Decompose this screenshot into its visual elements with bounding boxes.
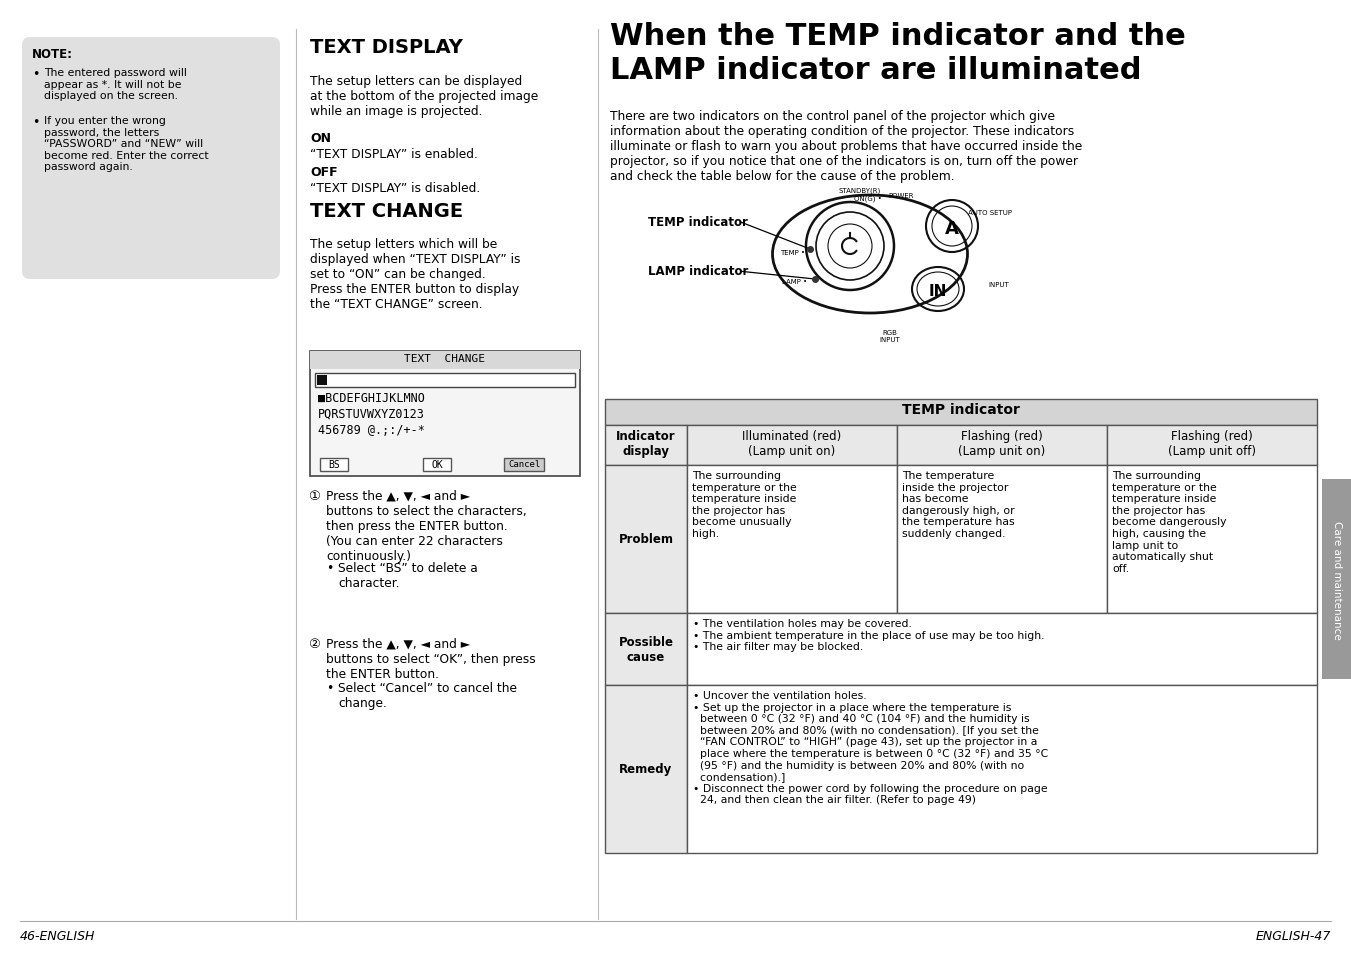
Text: Indicator
display: Indicator display — [616, 430, 676, 457]
Bar — [317, 375, 327, 386]
Text: INPUT: INPUT — [988, 282, 1009, 288]
Bar — [320, 458, 349, 472]
Text: • The ventilation holes may be covered.
• The ambient temperature in the place o: • The ventilation holes may be covered. … — [693, 618, 1044, 652]
Text: LAMP indicator: LAMP indicator — [648, 265, 748, 278]
Text: LAMP •: LAMP • — [782, 278, 807, 285]
Text: There are two indicators on the control panel of the projector which give
inform: There are two indicators on the control … — [611, 110, 1082, 183]
Text: The setup letters which will be
displayed when “TEXT DISPLAY” is
set to “ON” can: The setup letters which will be displaye… — [309, 237, 520, 311]
Text: ENGLISH-47: ENGLISH-47 — [1255, 929, 1331, 942]
Text: Cancel: Cancel — [508, 460, 540, 469]
Text: ON(G) •: ON(G) • — [854, 194, 882, 201]
Text: The setup letters can be displayed
at the bottom of the projected image
while an: The setup letters can be displayed at th… — [309, 75, 538, 118]
Text: •: • — [326, 681, 334, 695]
Text: Problem: Problem — [619, 533, 674, 546]
Text: PQRSTUVWXYZ0123: PQRSTUVWXYZ0123 — [317, 408, 424, 420]
Text: Care and maintenance: Care and maintenance — [1332, 520, 1342, 639]
Text: 456789 @.;:/+-*: 456789 @.;:/+-* — [317, 423, 424, 436]
Bar — [897, 465, 1106, 614]
Bar — [688, 614, 1317, 685]
Text: ①: ① — [308, 490, 320, 502]
Text: Press the ▲, ▼, ◄ and ►
buttons to select the characters,
then press the ENTER b: Press the ▲, ▼, ◄ and ► buttons to selec… — [326, 490, 527, 562]
Text: ■BCDEFGHIJKLMNO: ■BCDEFGHIJKLMNO — [317, 392, 424, 405]
Text: AUTO SETUP: AUTO SETUP — [969, 210, 1012, 215]
Text: The temperature
inside the projector
has become
dangerously high, or
the tempera: The temperature inside the projector has… — [902, 471, 1015, 538]
Bar — [315, 374, 576, 388]
Text: LAMP indicator are illuminated: LAMP indicator are illuminated — [611, 56, 1142, 85]
Text: Illuminated (red)
(Lamp unit on): Illuminated (red) (Lamp unit on) — [743, 430, 842, 457]
Bar — [688, 685, 1317, 853]
Bar — [309, 352, 580, 476]
Text: • Uncover the ventilation holes.
• Set up the projector in a place where the tem: • Uncover the ventilation holes. • Set u… — [693, 690, 1048, 804]
Text: TEMP indicator: TEMP indicator — [648, 215, 748, 229]
Bar — [605, 685, 688, 853]
Bar — [605, 426, 688, 465]
Text: STANDBY(R): STANDBY(R) — [839, 187, 881, 193]
Text: IN: IN — [929, 284, 947, 299]
FancyBboxPatch shape — [22, 38, 280, 280]
Bar — [688, 426, 897, 465]
Text: TEMP •: TEMP • — [780, 250, 805, 255]
Text: •: • — [32, 68, 39, 81]
Bar — [688, 465, 897, 614]
Text: NOTE:: NOTE: — [32, 48, 73, 61]
Text: Possible
cause: Possible cause — [619, 636, 674, 663]
Text: 46-ENGLISH: 46-ENGLISH — [20, 929, 96, 942]
Bar — [1106, 465, 1317, 614]
Text: The entered password will
appear as *. It will not be
displayed on the screen.: The entered password will appear as *. I… — [45, 68, 186, 101]
Text: If you enter the wrong
password, the letters
“PASSWORD” and “NEW” will
become re: If you enter the wrong password, the let… — [45, 116, 208, 172]
Bar — [605, 614, 688, 685]
Text: Remedy: Remedy — [619, 762, 673, 776]
Text: The surrounding
temperature or the
temperature inside
the projector has
become d: The surrounding temperature or the tempe… — [1112, 471, 1227, 573]
Text: TEXT CHANGE: TEXT CHANGE — [309, 202, 463, 221]
Text: “TEXT DISPLAY” is disabled.: “TEXT DISPLAY” is disabled. — [309, 182, 480, 194]
Text: POWER: POWER — [888, 193, 913, 199]
Text: Flashing (red)
(Lamp unit on): Flashing (red) (Lamp unit on) — [958, 430, 1046, 457]
Bar — [897, 426, 1106, 465]
Text: TEXT DISPLAY: TEXT DISPLAY — [309, 38, 463, 57]
Text: “TEXT DISPLAY” is enabled.: “TEXT DISPLAY” is enabled. — [309, 148, 478, 161]
Bar — [1323, 479, 1351, 679]
Bar — [1106, 426, 1317, 465]
Text: •: • — [326, 561, 334, 575]
Text: TEMP indicator: TEMP indicator — [902, 402, 1020, 416]
Text: Select “BS” to delete a
character.: Select “BS” to delete a character. — [338, 561, 478, 589]
Text: When the TEMP indicator and the: When the TEMP indicator and the — [611, 22, 1186, 51]
Bar — [504, 458, 544, 472]
Text: ②: ② — [308, 638, 320, 650]
Text: A: A — [946, 220, 959, 237]
Text: Flashing (red)
(Lamp unit off): Flashing (red) (Lamp unit off) — [1169, 430, 1256, 457]
Text: The surrounding
temperature or the
temperature inside
the projector has
become u: The surrounding temperature or the tempe… — [692, 471, 797, 538]
Bar — [605, 399, 1317, 426]
Text: •: • — [32, 116, 39, 129]
Text: TEXT  CHANGE: TEXT CHANGE — [404, 354, 485, 364]
Text: Press the ▲, ▼, ◄ and ►
buttons to select “OK”, then press
the ENTER button.: Press the ▲, ▼, ◄ and ► buttons to selec… — [326, 638, 536, 680]
Text: RGB
INPUT: RGB INPUT — [880, 330, 900, 343]
Text: OK: OK — [431, 460, 443, 470]
Text: BS: BS — [328, 460, 340, 470]
Text: Select “Cancel” to cancel the
change.: Select “Cancel” to cancel the change. — [338, 681, 517, 709]
Text: ON: ON — [309, 132, 331, 145]
Bar — [423, 458, 451, 472]
Bar — [309, 352, 580, 370]
Bar — [605, 465, 688, 614]
Text: OFF: OFF — [309, 166, 338, 179]
